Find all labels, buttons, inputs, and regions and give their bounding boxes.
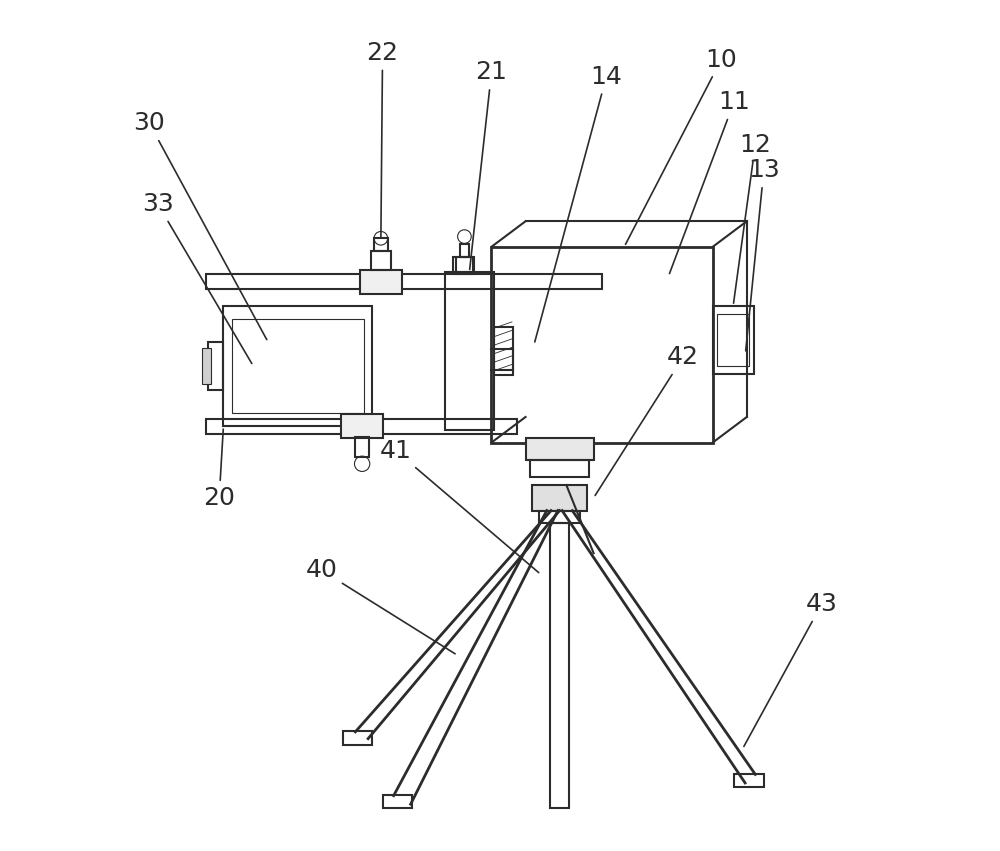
Bar	[456, 257, 473, 272]
Bar	[374, 238, 388, 251]
Text: 43: 43	[744, 592, 838, 746]
Bar	[494, 328, 513, 374]
Bar	[341, 414, 383, 438]
Bar	[206, 419, 517, 434]
Text: 21: 21	[470, 60, 507, 270]
Text: 10: 10	[626, 48, 737, 244]
Bar	[526, 438, 594, 460]
Bar	[550, 523, 569, 808]
Bar	[460, 244, 469, 257]
Text: 14: 14	[535, 65, 622, 342]
Bar	[206, 274, 602, 289]
Bar	[343, 731, 372, 745]
Bar	[371, 251, 391, 270]
Text: 22: 22	[367, 41, 399, 237]
Text: 12: 12	[734, 133, 771, 303]
Bar	[383, 795, 412, 808]
Bar	[713, 306, 754, 374]
Text: 11: 11	[669, 90, 750, 273]
Bar	[539, 511, 580, 523]
Bar	[355, 437, 369, 457]
Bar	[202, 348, 211, 384]
Bar	[717, 314, 749, 366]
Bar	[223, 306, 372, 426]
Text: 30: 30	[134, 111, 267, 340]
Text: 42: 42	[595, 346, 699, 495]
Text: 13: 13	[746, 158, 780, 351]
Bar	[232, 319, 364, 413]
Bar	[491, 247, 713, 443]
Bar	[734, 774, 764, 787]
Text: 20: 20	[203, 429, 235, 510]
Bar	[445, 272, 494, 430]
Bar	[453, 257, 474, 274]
Text: 41: 41	[380, 439, 539, 573]
Bar	[530, 460, 589, 477]
Bar	[208, 342, 223, 390]
Bar	[360, 270, 402, 294]
Text: 40: 40	[305, 558, 455, 654]
Text: 33: 33	[142, 192, 252, 363]
Bar	[532, 485, 587, 511]
